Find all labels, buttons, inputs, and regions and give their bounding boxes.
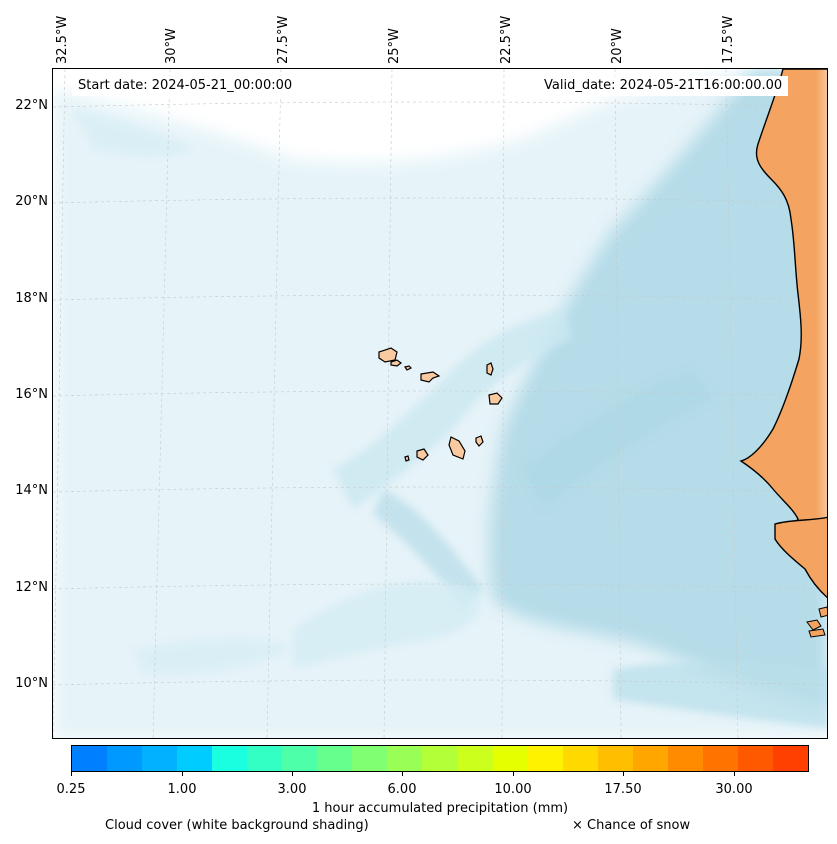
lon-label-27-5w: 27.5°W bbox=[276, 15, 291, 64]
snow-legend: × Chance of snow bbox=[572, 818, 691, 833]
graticule bbox=[53, 69, 827, 738]
lat-label-10n: 10°N bbox=[15, 676, 48, 691]
colorbar-tickmark bbox=[182, 772, 183, 776]
cloud-band-3 bbox=[333, 309, 573, 509]
colorbar-segment bbox=[107, 746, 143, 771]
island-fogo bbox=[416, 448, 429, 461]
island-brava bbox=[404, 455, 410, 462]
colorbar-tick-label: 10.00 bbox=[494, 782, 532, 797]
lat-label-12n: 12°N bbox=[15, 580, 48, 595]
land-guinea-coast bbox=[774, 516, 827, 599]
lon-label-17-5w: 17.5°W bbox=[721, 15, 736, 64]
colorbar-segment bbox=[282, 746, 318, 771]
colorbar-tickmark bbox=[402, 772, 403, 776]
colorbar-tick-label: 0.25 bbox=[56, 782, 86, 797]
colorbar-segment bbox=[177, 746, 213, 771]
cloud-lower-band bbox=[613, 661, 827, 729]
colorbar-segment bbox=[562, 746, 598, 771]
lon-label-32-5w: 32.5°W bbox=[55, 15, 70, 64]
cloud-cover-layer bbox=[53, 69, 827, 738]
colorbar-segment bbox=[667, 746, 703, 771]
island-sao-nicolau bbox=[420, 371, 441, 383]
colorbar-tick-label: 30.00 bbox=[715, 782, 753, 797]
colorbar-segment bbox=[72, 746, 108, 771]
colorbar-tick-label: 1.00 bbox=[167, 782, 197, 797]
cloud-band-2 bbox=[373, 489, 483, 609]
valid-date-label: Valid_date: 2024-05-21T16:00:00.00 bbox=[538, 76, 789, 96]
island-sao-vicente bbox=[390, 359, 402, 367]
cloud-patch-nw bbox=[73, 109, 193, 157]
colorbar-tickmark bbox=[623, 772, 624, 776]
lat-label-22n: 22°N bbox=[15, 98, 48, 113]
colorbar-tick-label: 6.00 bbox=[387, 782, 417, 797]
colorbar-tickmark bbox=[71, 772, 72, 776]
colorbar-segment bbox=[387, 746, 423, 771]
colorbar-segment bbox=[702, 746, 738, 771]
cloud-band-4 bbox=[293, 581, 481, 669]
colorbar-segment bbox=[247, 746, 283, 771]
island-santo-antao bbox=[378, 347, 398, 363]
island-maio bbox=[475, 435, 484, 447]
colorbar-segment bbox=[632, 746, 668, 771]
land-bissagos-2 bbox=[818, 606, 827, 618]
island-boa-vista bbox=[488, 392, 503, 405]
colorbar-title: 1 hour accumulated precipitation (mm) bbox=[311, 801, 569, 816]
island-santiago bbox=[448, 436, 466, 460]
lon-label-22-5w: 22.5°W bbox=[499, 15, 514, 64]
cloud-patch-sw bbox=[133, 637, 293, 676]
colorbar-tick-label: 17.50 bbox=[604, 782, 642, 797]
lon-label-30w: 30°W bbox=[164, 28, 179, 64]
cape-verde-islands bbox=[378, 347, 503, 462]
lon-label-20w: 20°W bbox=[610, 28, 625, 64]
lat-label-16n: 16°N bbox=[15, 387, 48, 402]
colorbar-segment bbox=[212, 746, 248, 771]
colorbar-segment bbox=[422, 746, 458, 771]
colorbar-segment bbox=[527, 746, 563, 771]
colorbar-segment bbox=[352, 746, 388, 771]
colorbar-tickmark bbox=[513, 772, 514, 776]
cloud-band-1 bbox=[523, 369, 713, 509]
start-date-label: Start date: 2024-05-21_00:00:00 bbox=[72, 76, 299, 96]
colorbar-segment bbox=[142, 746, 178, 771]
colorbar-segment bbox=[737, 746, 773, 771]
colorbar-segment bbox=[457, 746, 493, 771]
lon-label-25w: 25°W bbox=[387, 28, 402, 64]
land-bissagos-3 bbox=[808, 628, 826, 638]
land-bissagos-1 bbox=[806, 619, 822, 631]
colorbar-segment bbox=[317, 746, 353, 771]
map-panel[interactable] bbox=[52, 68, 828, 739]
cloud-cover-legend: Cloud cover (white background shading) bbox=[105, 818, 369, 833]
colorbar-tick-label: 3.00 bbox=[277, 782, 307, 797]
lat-label-14n: 14°N bbox=[15, 483, 48, 498]
island-sal bbox=[486, 362, 494, 376]
lat-label-20n: 20°N bbox=[15, 194, 48, 209]
colorbar-tickmark bbox=[734, 772, 735, 776]
precipitation-colorbar bbox=[71, 745, 809, 772]
island-santa-luzia bbox=[404, 365, 413, 371]
colorbar-tickmark bbox=[292, 772, 293, 776]
colorbar-segment bbox=[492, 746, 528, 771]
colorbar-segment bbox=[597, 746, 633, 771]
map-canvas bbox=[53, 69, 827, 738]
colorbar-segment bbox=[772, 746, 808, 771]
lat-label-18n: 18°N bbox=[15, 291, 48, 306]
